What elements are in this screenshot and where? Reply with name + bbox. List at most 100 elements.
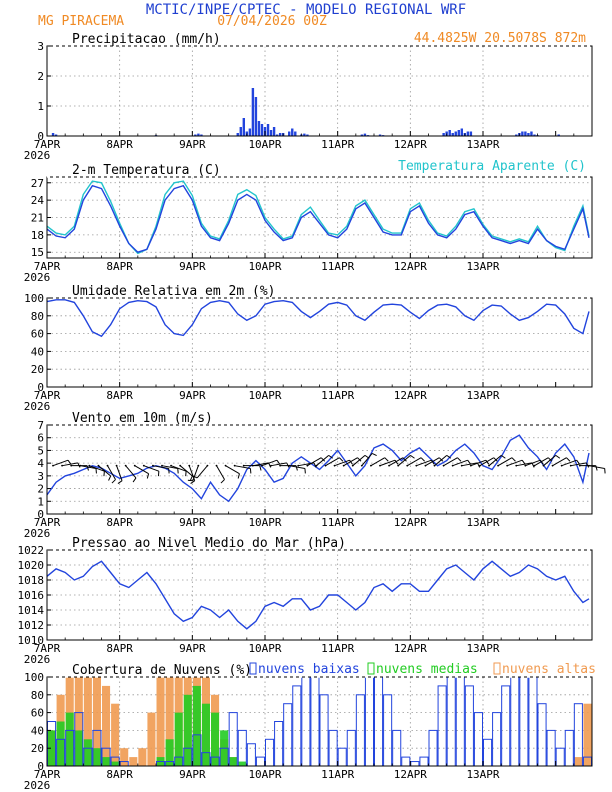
x-tick-label: 10APR [248, 768, 281, 781]
precip-bar [260, 124, 264, 136]
wind-barb-dot [61, 464, 63, 467]
wind-barb-dot [479, 464, 481, 467]
y-tick-label: 100 [24, 671, 44, 684]
y-tick-label: 15 [31, 246, 44, 259]
wind-barb-dot [497, 464, 499, 467]
y-tick-label: 100 [24, 292, 44, 305]
panel-title: Vento em 10m (m/s) [72, 411, 213, 426]
precip-bar [557, 134, 560, 136]
wind-barb [196, 465, 208, 479]
series-line-wind-0 [46, 434, 590, 503]
x-year-label: 2026 [24, 149, 51, 162]
y-tick-label: 2 [37, 70, 44, 83]
wind-barb-dot [70, 464, 73, 467]
x-tick-label: 9APR [179, 389, 206, 402]
wind-barb [179, 465, 193, 477]
x-tick-label: 11APR [321, 138, 354, 151]
cloud-bar-nuvens-baixas [555, 747, 565, 767]
x-tick-label: 12APR [394, 389, 427, 402]
y-tick-label: 80 [31, 689, 44, 702]
cloud-bar-nuvens-altas [74, 677, 83, 766]
panel-title: Pressao ao Nivel Medio do Mar (hPa) [72, 536, 346, 551]
wind-barb-dot [215, 464, 218, 467]
wind-barb-dot [52, 464, 54, 467]
cloud-bar-nuvens-baixas [473, 712, 483, 767]
wind-barb-dot [288, 464, 291, 467]
precip-bar [275, 134, 279, 136]
wind-barb-flag [339, 457, 344, 462]
precip-bar [460, 128, 464, 136]
wind-barb-dot [224, 464, 227, 467]
wind-barb-dot [206, 464, 209, 467]
x-tick-label: 7APR [34, 138, 61, 151]
x-tick-label: 8APR [106, 768, 133, 781]
wind-barb-dot [233, 464, 236, 467]
header-title: MCTIC/INPE/CPTEC - MODELO REGIONAL WRF [146, 2, 466, 18]
wind-barb-flag [111, 479, 116, 484]
wind-barb-flag [438, 457, 444, 462]
precip-bar [272, 127, 276, 136]
x-tick-label: 7APR [34, 516, 61, 529]
wind-barb-flag [430, 459, 435, 465]
wind-barb [506, 459, 523, 467]
y-tick-label: 20 [31, 742, 44, 755]
precip-bar [254, 97, 258, 136]
y-tick-label: 1012 [18, 619, 45, 632]
y-tick-label: 3 [37, 40, 44, 53]
wind-barb [98, 465, 111, 477]
wind-barb-flag [86, 465, 89, 471]
cloud-bar-nuvens-baixas [374, 676, 384, 767]
wind-barb [289, 465, 306, 469]
precip-bar [200, 134, 203, 136]
wind-barb-dot [133, 464, 136, 467]
cloud-bar-nuvens-altas [583, 703, 592, 766]
precip-bar [466, 131, 470, 136]
wind-barb [270, 462, 287, 467]
cloud-bar-nuvens-altas [138, 748, 147, 766]
cloud-bar-nuvens-baixas [464, 685, 474, 767]
wind-barb-flag [410, 454, 415, 459]
wind-barb-dot [533, 464, 536, 467]
header-coords: 44.4825W 20.5078S 872m [414, 31, 586, 46]
cloud-bar-nuvens-baixas [437, 685, 447, 767]
wind-barb-dot [469, 464, 472, 467]
wind-barb-dot [442, 464, 445, 467]
x-tick-label: 11APR [321, 642, 354, 655]
x-tick-label: 13APR [466, 642, 499, 655]
wind-barb [134, 465, 149, 475]
cloud-bar-nuvens-baixas [265, 738, 275, 767]
cloud-bar-nuvens-baixas [292, 685, 302, 767]
wind-barb [325, 457, 340, 467]
wind-barb-dot [251, 464, 254, 467]
precip-bar [527, 133, 530, 136]
cloud-bar-nuvens-medias [74, 730, 83, 766]
wind-barb-dot [333, 464, 336, 467]
wind-barb [61, 462, 78, 467]
cloud-bar-nuvens-baixas [528, 676, 538, 767]
wind-barb-dot [424, 464, 427, 467]
wind-barb [443, 457, 458, 467]
wind-barb-flag [371, 452, 377, 456]
precip-bar [257, 121, 261, 136]
wind-barb [416, 459, 432, 467]
panel-title: Precipitacao (mm/h) [72, 32, 221, 47]
wind-barb-flag [146, 473, 150, 479]
x-tick-label: 11APR [321, 389, 354, 402]
wind-barb-flag [77, 462, 81, 468]
cloud-bar-nuvens-medias [238, 761, 247, 766]
wind-barb-dot [261, 464, 263, 467]
precip-bar [239, 127, 242, 136]
cloud-bar-nuvens-baixas [301, 676, 311, 767]
cloud-bar-nuvens-baixas [446, 676, 456, 767]
wind-barb [52, 459, 69, 467]
wind-barb-flag [521, 459, 526, 465]
x-tick-label: 12APR [394, 138, 427, 151]
wind-barb-dot [542, 464, 545, 467]
x-year-label: 2026 [24, 271, 51, 284]
y-tick-label: 1016 [18, 589, 45, 602]
y-tick-label: 18 [31, 229, 44, 242]
wind-barb-flag [531, 462, 535, 468]
wind-barb [552, 457, 567, 467]
wind-barb-flag [220, 479, 225, 484]
